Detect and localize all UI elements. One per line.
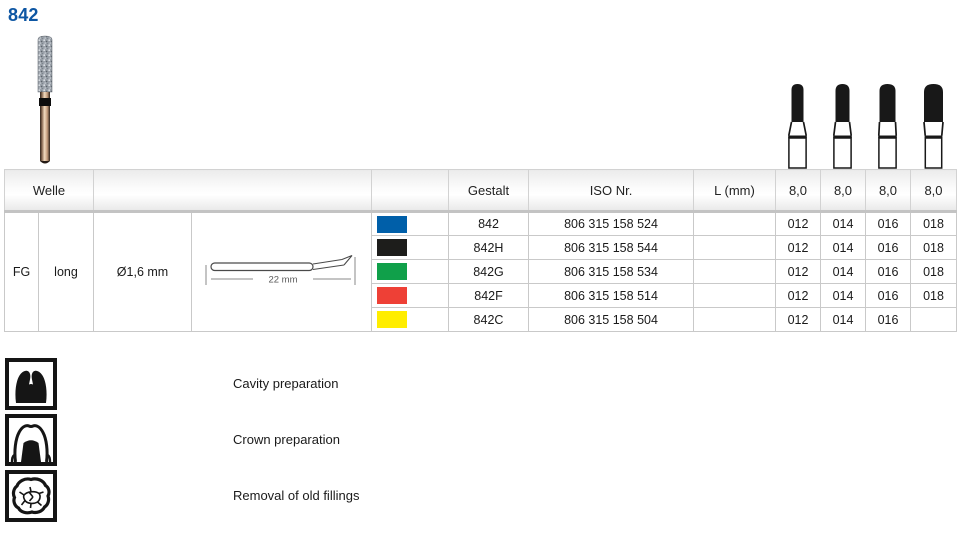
color-swatch-cell [371,259,449,284]
size-cell: 018 [910,259,957,284]
iso-nr-cell: 806 315 158 504 [528,307,694,332]
color-swatch-cell [371,235,449,260]
color-swatch [377,287,407,304]
size-cell: 016 [865,235,911,260]
column-header-iso: ISO Nr. [528,169,694,213]
iso-nr-cell: 806 315 158 524 [528,211,694,236]
column-header-l-value: 8,0 [775,169,821,213]
shank-drawing: 22 mm [205,254,355,285]
application-label-cavity: Cavity preparation [233,376,339,391]
size-cell: 012 [775,283,821,308]
shank-length-label: 22 mm [268,274,297,285]
size-cell: 018 [910,211,957,236]
product-row: 842G 806 315 158 534 012 014 016 018 [5,259,957,284]
size-cell: 016 [865,307,911,332]
size-cell: 012 [775,307,821,332]
column-header-neck [93,169,372,213]
color-swatch [377,215,407,233]
bur-silhouette-016 [877,84,898,169]
size-cell: 016 [865,211,911,236]
length-cell [693,283,776,308]
length-cell [693,235,776,260]
size-cell: 018 [910,235,957,260]
column-header-welle: Welle [4,169,94,213]
cavity-preparation-icon [5,358,57,410]
application-label-crown: Crown preparation [233,432,340,447]
iso-nr-cell: 806 315 158 534 [528,259,694,284]
filling-removal-icon [5,470,57,522]
color-swatch-cell [371,283,449,308]
shank-type-cell: FG [4,211,39,332]
product-row: 842F 806 315 158 514 012 014 016 018 [5,283,957,308]
column-header-l-value: 8,0 [820,169,866,213]
size-cell [910,307,957,332]
iso-nr-cell: 806 315 158 544 [528,235,694,260]
color-swatch [377,263,407,280]
length-cell [693,259,776,284]
column-header-color [371,169,449,213]
color-swatch [377,239,407,256]
color-swatch [377,311,407,328]
figure-cell: 842 [448,211,529,236]
size-cell: 018 [910,283,957,308]
figure-cell: 842G [448,259,529,284]
bur-silhouette-012 [787,84,808,169]
column-header-l-mm: L (mm) [693,169,776,213]
product-table-body: FG long Ø1,6 mm 22 mm 842 806 315 158 524 01… [4,211,957,332]
crown-preparation-icon [5,414,57,466]
column-header-l-value: 8,0 [910,169,957,213]
length-cell [693,307,776,332]
size-cell: 014 [820,259,866,284]
figure-cell: 842F [448,283,529,308]
bur-silhouette-014 [832,84,853,169]
table-header-row: Welle Gestalt ISO Nr. L (mm) 8,0 8,0 8,0… [4,169,957,213]
figure-cell: 842H [448,235,529,260]
column-header-gestalt: Gestalt [448,169,529,213]
size-cell: 014 [820,211,866,236]
product-row: FG long Ø1,6 mm 22 mm 842 806 315 158 524 01… [4,211,957,332]
bur-photo [37,35,53,164]
size-cell: 012 [775,235,821,260]
shank-diameter-cell: Ø1,6 mm [93,211,192,332]
iso-nr-cell: 806 315 158 514 [528,283,694,308]
column-header-l-value: 8,0 [865,169,911,213]
size-cell: 016 [865,259,911,284]
size-cell: 012 [775,211,821,236]
size-cell: 012 [775,259,821,284]
figure-cell: 842C [448,307,529,332]
page-title: 842 [8,5,39,25]
size-cell: 016 [865,283,911,308]
product-row: 842C 806 315 158 504 012 014 016 [5,307,957,332]
shank-length-cell: long [38,211,94,332]
product-table: Welle Gestalt ISO Nr. L (mm) 8,0 8,0 8,0… [4,169,957,332]
bur-silhouette-018 [923,84,944,169]
size-cell: 014 [820,235,866,260]
color-swatch-cell [371,307,449,332]
size-cell: 014 [820,307,866,332]
size-cell: 014 [820,283,866,308]
length-cell [693,211,776,236]
color-swatch-cell [371,211,449,236]
product-row: 842H 806 315 158 544 012 014 016 018 [5,235,957,260]
shank-drawing-cell: 22 mm [191,211,372,332]
application-label-filling: Removal of old fillings [233,488,360,503]
